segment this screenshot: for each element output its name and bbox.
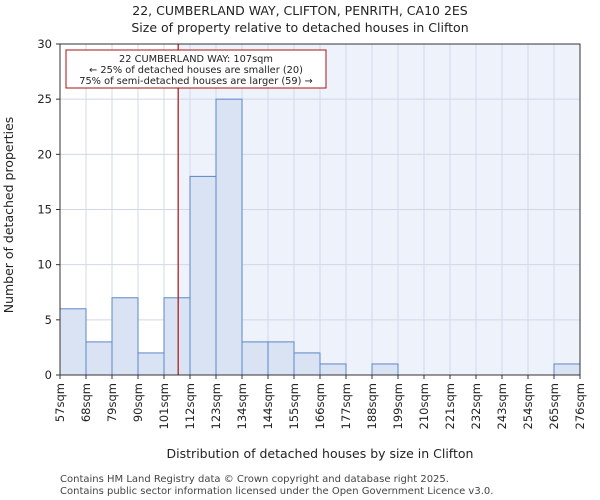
annotation-line3: 75% of semi-detached houses are larger (… — [79, 76, 313, 87]
bar — [241, 341, 269, 376]
bar — [59, 308, 87, 376]
x-tick-label: 232sqm — [469, 383, 483, 429]
y-tick-label: 15 — [37, 203, 52, 217]
bar — [553, 363, 581, 376]
bar — [267, 341, 295, 376]
annotation-box: 22 CUMBERLAND WAY: 107sqm ← 25% of detac… — [65, 49, 327, 89]
bar — [163, 297, 191, 376]
x-tick-label: 57sqm — [53, 383, 67, 422]
chart-title-line2: Size of property relative to detached ho… — [131, 20, 468, 35]
y-tick-label: 20 — [37, 147, 52, 161]
bar — [111, 297, 139, 376]
x-tick-label: 79sqm — [105, 383, 119, 422]
y-tick-label: 30 — [37, 37, 52, 51]
x-tick-label: 68sqm — [79, 383, 93, 422]
x-tick-label: 276sqm — [573, 383, 587, 429]
y-tick-label: 0 — [45, 368, 52, 382]
bar — [85, 341, 113, 376]
x-tick-label: 123sqm — [209, 383, 223, 429]
x-ticks-group: 57sqm 68sqm 79sqm 90sqm 101sqm 112sqm 123sqm 13… — [53, 375, 587, 429]
bar — [137, 352, 165, 376]
x-tick-label: 144sqm — [261, 383, 275, 429]
y-axis-label: Number of detached properties — [1, 117, 16, 314]
y-tick-label: 10 — [37, 258, 52, 272]
chart-title-line1: 22, CUMBERLAND WAY, CLIFTON, PENRITH, CA… — [132, 3, 468, 18]
x-tick-label: 243sqm — [495, 383, 509, 429]
bar — [319, 363, 347, 376]
y-tick-label: 25 — [37, 92, 52, 106]
x-tick-label: 188sqm — [365, 383, 379, 429]
footer-line2: Contains public sector information licen… — [60, 486, 493, 497]
x-tick-label: 166sqm — [313, 383, 327, 429]
annotation-line2: ← 25% of detached houses are smaller (20… — [89, 65, 303, 76]
footer-line1: Contains HM Land Registry data © Crown c… — [60, 474, 449, 485]
x-tick-label: 101sqm — [157, 383, 171, 429]
y-ticks-group: 0 5 10 15 20 25 30 — [37, 37, 60, 382]
y-tick-label: 5 — [45, 313, 52, 327]
x-tick-label: 199sqm — [391, 383, 405, 429]
x-tick-label: 112sqm — [183, 383, 197, 429]
x-tick-label: 90sqm — [131, 383, 145, 422]
annotation-line1: 22 CUMBERLAND WAY: 107sqm — [119, 54, 273, 65]
bar — [293, 352, 321, 376]
x-tick-label: 134sqm — [235, 383, 249, 429]
bar — [189, 175, 217, 376]
x-axis-label: Distribution of detached houses by size … — [167, 446, 474, 461]
x-tick-label: 210sqm — [417, 383, 431, 429]
x-tick-label: 177sqm — [339, 383, 353, 429]
bar — [215, 98, 243, 376]
bars-group — [59, 98, 581, 376]
x-tick-label: 265sqm — [547, 383, 561, 429]
x-tick-label: 254sqm — [521, 383, 535, 429]
bar — [371, 363, 399, 376]
x-tick-label: 221sqm — [443, 383, 457, 429]
x-tick-label: 155sqm — [287, 383, 301, 429]
annotation-frame — [65, 49, 327, 89]
